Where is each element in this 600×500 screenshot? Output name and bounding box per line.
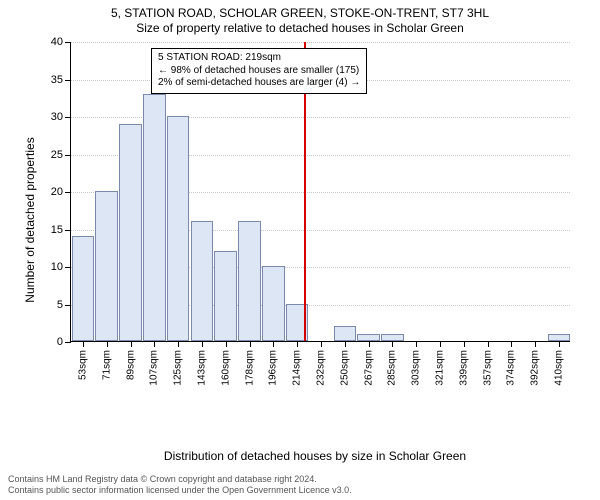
y-tick	[65, 80, 71, 81]
histogram-bar	[167, 116, 190, 341]
y-tick	[65, 155, 71, 156]
x-tick	[178, 341, 179, 347]
x-tick	[488, 341, 489, 347]
y-tick-label: 10	[51, 261, 63, 273]
x-tick-label: 160sqm	[220, 350, 231, 386]
y-tick	[65, 267, 71, 268]
y-tick-label: 40	[51, 36, 63, 48]
histogram-bar	[381, 334, 404, 342]
x-tick	[202, 341, 203, 347]
x-tick-label: 357sqm	[482, 350, 493, 386]
x-tick-label: 53sqm	[77, 350, 88, 380]
y-axis-label: Number of detached properties	[23, 137, 37, 302]
x-tick-label: 214sqm	[292, 350, 303, 386]
x-tick	[392, 341, 393, 347]
y-tick	[65, 342, 71, 343]
x-tick	[511, 341, 512, 347]
y-tick	[65, 305, 71, 306]
histogram-bar	[119, 124, 142, 342]
footer-line1: Contains HM Land Registry data © Crown c…	[8, 474, 352, 485]
x-tick	[154, 341, 155, 347]
histogram-bar	[238, 221, 261, 341]
annotation-line: ← 98% of detached houses are smaller (17…	[158, 65, 360, 78]
x-tick	[345, 341, 346, 347]
x-tick-label: 143sqm	[196, 350, 207, 386]
x-tick-label: 250sqm	[339, 350, 350, 386]
y-tick	[65, 230, 71, 231]
histogram-bar	[262, 266, 285, 341]
x-tick	[535, 341, 536, 347]
x-tick-label: 125sqm	[173, 350, 184, 386]
x-tick-label: 321sqm	[435, 350, 446, 386]
x-tick	[440, 341, 441, 347]
y-tick-label: 5	[57, 299, 63, 311]
plot-area: 051015202530354053sqm71sqm89sqm107sqm125…	[70, 42, 570, 342]
histogram-bar	[143, 94, 166, 342]
histogram-bar	[72, 236, 95, 341]
y-tick-label: 15	[51, 224, 63, 236]
chart-container: Number of detached properties 0510152025…	[50, 42, 580, 397]
x-tick-label: 392sqm	[530, 350, 541, 386]
x-tick	[416, 341, 417, 347]
x-tick-label: 178sqm	[244, 350, 255, 386]
x-tick-label: 285sqm	[387, 350, 398, 386]
x-tick-label: 71sqm	[101, 350, 112, 380]
x-tick	[226, 341, 227, 347]
histogram-bar	[95, 191, 118, 341]
x-tick-label: 107sqm	[149, 350, 160, 386]
x-tick	[273, 341, 274, 347]
x-tick	[369, 341, 370, 347]
x-tick	[83, 341, 84, 347]
y-tick-label: 30	[51, 111, 63, 123]
x-axis-label: Distribution of detached houses by size …	[164, 449, 466, 463]
x-tick	[297, 341, 298, 347]
y-tick	[65, 42, 71, 43]
x-tick-label: 303sqm	[411, 350, 422, 386]
title-block: 5, STATION ROAD, SCHOLAR GREEN, STOKE-ON…	[0, 0, 600, 35]
annotation-line: 5 STATION ROAD: 219sqm	[158, 52, 360, 65]
x-tick-label: 196sqm	[268, 350, 279, 386]
x-tick	[559, 341, 560, 347]
x-tick	[321, 341, 322, 347]
histogram-bar	[214, 251, 237, 341]
x-tick	[107, 341, 108, 347]
x-tick	[464, 341, 465, 347]
y-tick-label: 20	[51, 186, 63, 198]
x-tick	[131, 341, 132, 347]
y-tick-label: 25	[51, 149, 63, 161]
x-tick-label: 89sqm	[125, 350, 136, 380]
histogram-bar	[548, 334, 571, 342]
x-tick-label: 232sqm	[316, 350, 327, 386]
y-tick-label: 35	[51, 74, 63, 86]
x-tick-label: 410sqm	[554, 350, 565, 386]
chart-title-line1: 5, STATION ROAD, SCHOLAR GREEN, STOKE-ON…	[0, 6, 600, 20]
x-tick-label: 374sqm	[506, 350, 517, 386]
annotation-line: 2% of semi-detached houses are larger (4…	[158, 77, 360, 90]
chart-title-line2: Size of property relative to detached ho…	[0, 21, 600, 35]
x-tick-label: 267sqm	[363, 350, 374, 386]
footer: Contains HM Land Registry data © Crown c…	[8, 474, 352, 496]
histogram-bar	[357, 334, 380, 342]
y-tick	[65, 192, 71, 193]
x-tick-label: 339sqm	[458, 350, 469, 386]
y-gridline	[71, 42, 570, 43]
annotation-box: 5 STATION ROAD: 219sqm← 98% of detached …	[151, 48, 367, 94]
y-tick-label: 0	[57, 336, 63, 348]
x-tick	[250, 341, 251, 347]
footer-line2: Contains public sector information licen…	[8, 485, 352, 496]
y-tick	[65, 117, 71, 118]
histogram-bar	[191, 221, 214, 341]
histogram-bar	[334, 326, 357, 341]
